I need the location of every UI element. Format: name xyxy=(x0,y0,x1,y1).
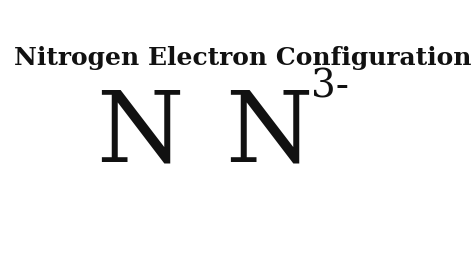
Text: N: N xyxy=(225,86,312,182)
Text: 3-: 3- xyxy=(311,69,349,106)
Text: N: N xyxy=(96,86,184,182)
Text: Nitrogen Electron Configuration: Nitrogen Electron Configuration xyxy=(14,46,472,70)
